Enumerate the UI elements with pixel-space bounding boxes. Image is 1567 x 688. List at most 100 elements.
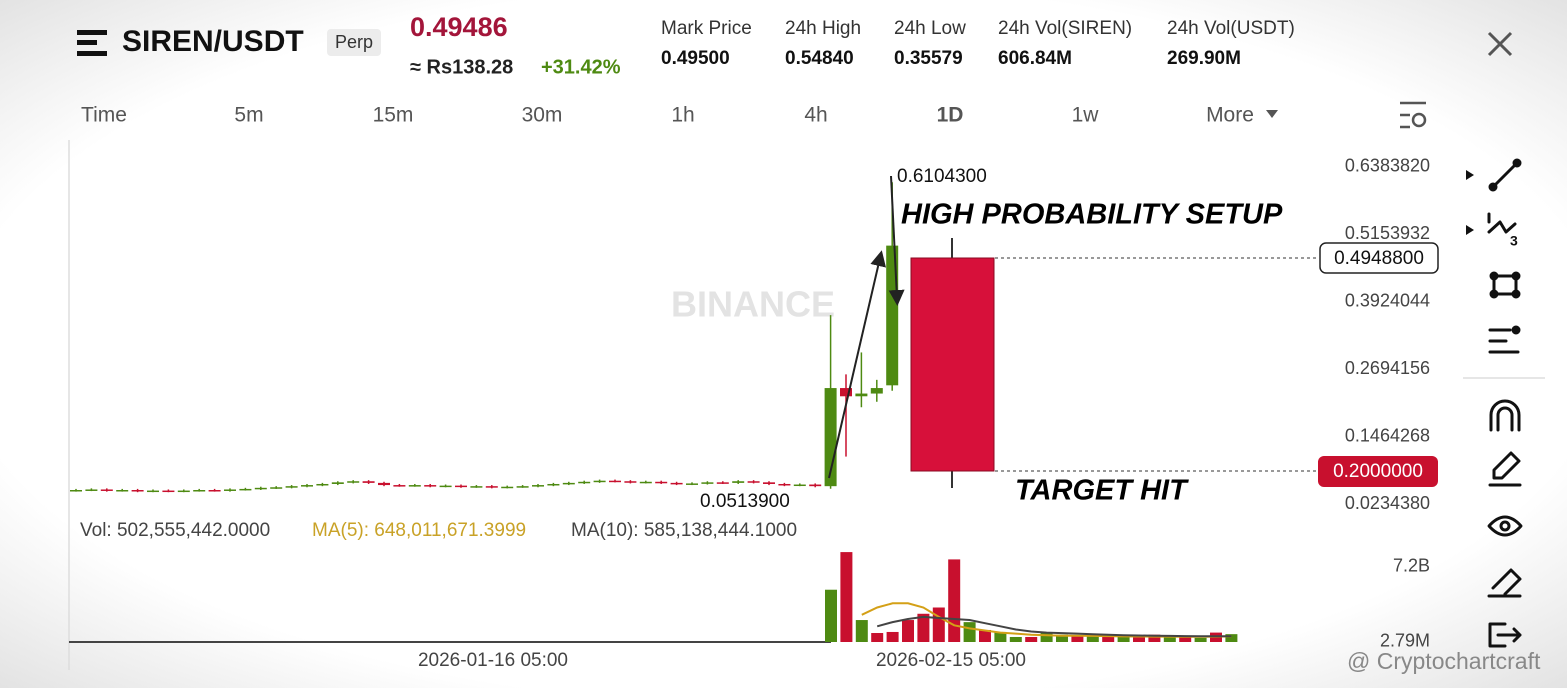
- candle-body: [270, 487, 283, 489]
- candle-body: [85, 489, 98, 491]
- y-tick-label: 0.1464268: [1345, 425, 1430, 445]
- tab[interactable]: Time: [81, 104, 127, 127]
- volume-bar: [1117, 636, 1130, 642]
- candle-body: [778, 483, 791, 486]
- text-tool[interactable]: [1488, 325, 1521, 354]
- candle-body: [593, 480, 606, 483]
- volume-bar: [840, 552, 853, 642]
- candle-body: [855, 393, 868, 397]
- expand-caret[interactable]: [1466, 225, 1474, 235]
- volume-bar: [979, 629, 991, 642]
- high-label: 0.6104300: [897, 166, 987, 187]
- candle-body: [239, 488, 252, 491]
- volume-bar: [902, 620, 914, 642]
- candle-body: [254, 487, 267, 490]
- exit-tool[interactable]: [1488, 622, 1522, 648]
- volume-bar: [1040, 633, 1053, 642]
- candle-body: [424, 485, 437, 487]
- y-tick-label: 0.5153932: [1345, 223, 1430, 243]
- candle-body: [624, 481, 637, 483]
- candle-body: [793, 484, 806, 487]
- volume-bar: [871, 633, 884, 642]
- candle-body: [224, 489, 236, 491]
- candle-body: [455, 485, 467, 488]
- tab[interactable]: 5m: [234, 104, 263, 127]
- drawn-arrow: [828, 250, 886, 479]
- volume-bar: [917, 613, 930, 642]
- entry-label: 0.4948800: [1334, 248, 1424, 269]
- tab[interactable]: 1w: [1072, 104, 1100, 127]
- volume-bar: [1133, 637, 1145, 642]
- stat-label: 24h Vol(USDT): [1167, 18, 1295, 39]
- candle-body: [393, 485, 406, 487]
- stat-label: 24h Vol(SIREN): [998, 18, 1132, 39]
- change: +31.42%: [541, 56, 621, 78]
- tab[interactable]: More: [1206, 104, 1254, 127]
- candle-body: [362, 481, 375, 483]
- candle-body: [870, 388, 883, 394]
- eraser-tool[interactable]: [1487, 568, 1522, 598]
- credit: @ Cryptochartcraft: [1347, 648, 1541, 674]
- candle-body: [639, 481, 652, 484]
- candle-body: [809, 484, 822, 487]
- badge: Perp: [335, 32, 373, 52]
- badge-bg: [327, 29, 381, 56]
- candle-body: [562, 482, 575, 485]
- candle-body: [470, 486, 483, 488]
- volume-bar: [1071, 635, 1084, 642]
- tab[interactable]: 30m: [522, 104, 563, 127]
- drawing-toolbar: 3: [1463, 158, 1545, 648]
- candle-body: [578, 481, 591, 484]
- drawn-arrow: [888, 175, 905, 306]
- magnet-tool[interactable]: [1489, 399, 1521, 432]
- candle-body: [763, 482, 775, 484]
- candle-body: [177, 490, 190, 493]
- visibility-tool[interactable]: [1487, 515, 1523, 537]
- candle-body: [501, 486, 514, 489]
- timeframe-tabs: Time 5m 15m 30m 1h 4h 1D 1w More: [81, 104, 1254, 127]
- candle-body: [655, 481, 668, 484]
- close-button[interactable]: [1487, 31, 1513, 57]
- stat-label: 24h High: [785, 18, 861, 39]
- shape-tool[interactable]: [1489, 271, 1521, 299]
- tab[interactable]: 4h: [804, 104, 827, 127]
- candle-body: [162, 490, 175, 493]
- line-tool[interactable]: [1488, 158, 1522, 192]
- stat-value: 269.90M: [1167, 48, 1241, 69]
- settings-icon[interactable]: [1400, 101, 1427, 129]
- candle-body: [408, 485, 421, 487]
- candle-body: [116, 490, 129, 492]
- candle-body: [485, 486, 498, 488]
- y-tick-label: 7.2B: [1393, 555, 1430, 575]
- stat-label: Mark Price: [661, 18, 752, 39]
- chart-marks: 0.6383820 0.5153932 0.3924044 0.2694156 0.14…: [70, 156, 1430, 651]
- tab[interactable]: 15m: [373, 104, 414, 127]
- watermark: BINANCE: [671, 284, 835, 325]
- tab[interactable]: 1h: [671, 104, 694, 127]
- volume-bar: [855, 620, 868, 642]
- more-caret[interactable]: [1266, 110, 1278, 118]
- volume-bar: [886, 631, 899, 642]
- stat-label: 24h Low: [894, 18, 966, 39]
- target-label: 0.2000000: [1333, 461, 1423, 482]
- fib-tool[interactable]: 3: [1487, 212, 1518, 249]
- candle-body: [147, 490, 159, 493]
- target-badge: [1318, 456, 1438, 487]
- local-price: ≈ Rs138.28: [410, 56, 513, 78]
- volume-bar: [1163, 636, 1176, 642]
- volume-bar: [994, 631, 1007, 642]
- y-tick-label: 0.2694156: [1345, 358, 1430, 378]
- expand-caret[interactable]: [1466, 170, 1474, 180]
- target-annotation: TARGET HIT: [1015, 475, 1189, 507]
- menu-icon[interactable]: [77, 30, 107, 56]
- y-tick-label: 2.79M: [1380, 631, 1430, 651]
- candle-body: [193, 490, 206, 492]
- tab[interactable]: 1D: [937, 104, 964, 127]
- volume-bar: [1225, 634, 1238, 642]
- symbol[interactable]: SIREN/USDT: [122, 25, 304, 58]
- candle-body: [609, 480, 621, 483]
- candle-body: [208, 490, 221, 492]
- candle-body: [670, 482, 683, 485]
- pencil-tool[interactable]: [1488, 451, 1522, 487]
